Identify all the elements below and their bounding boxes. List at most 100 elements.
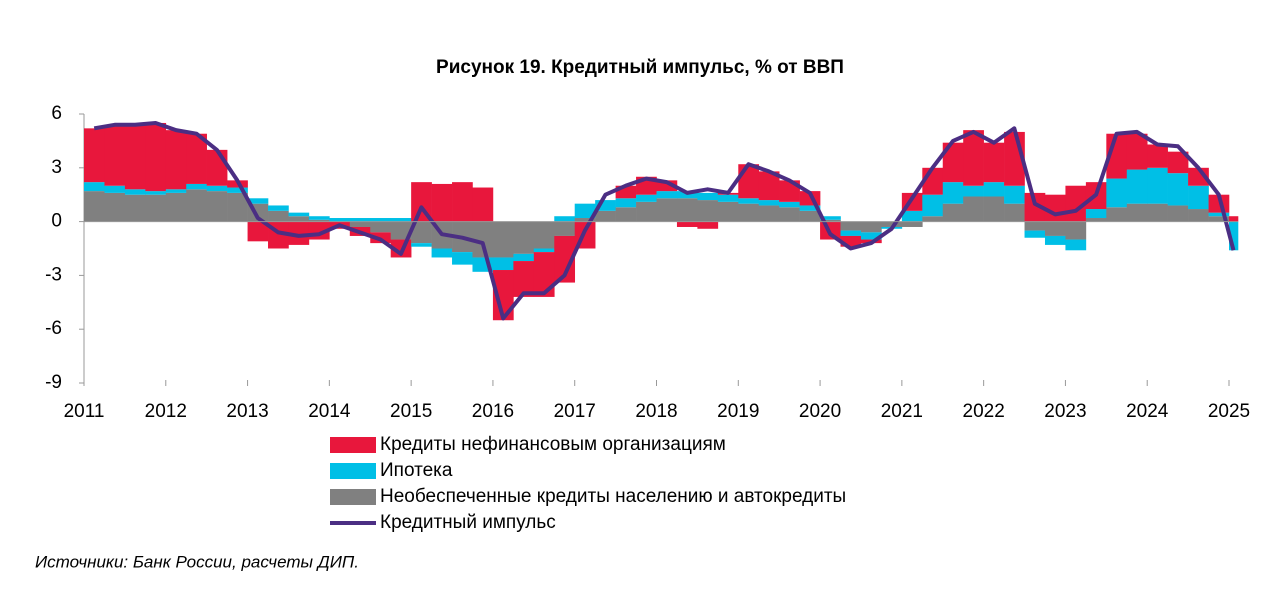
y-tick-label: 3 [51,157,62,178]
y-tick-label: -9 [45,372,62,393]
bar-segment [165,192,187,222]
bar-segment [431,183,453,222]
bar-segment [1147,203,1168,222]
bar-segment [186,183,207,190]
bar-segment [615,198,637,208]
bar-segment [349,218,371,222]
bar-segment [1126,133,1148,170]
bar-segment [860,221,882,233]
bar-segment [268,205,289,211]
bar-segment [145,122,167,192]
bar-segment [492,257,514,271]
bar-segment [697,192,719,201]
bar-segment [840,230,862,236]
bar-segment [411,221,432,244]
bar-segment [1065,239,1087,251]
bar-segment [738,203,760,222]
bar-segment [963,185,984,197]
bar-segment [227,187,248,193]
bar-segment [390,221,412,240]
bar-segment [308,216,330,220]
bar-segment [186,189,207,222]
x-tick-label: 2023 [1044,401,1086,422]
bar-segment [942,182,964,204]
bar-segment [636,194,657,202]
bar-segment [533,248,555,253]
bar-segment [533,221,555,249]
bar-segment [901,210,923,222]
bar-segment [124,194,146,222]
bar-segment [1126,203,1148,222]
bar-segment [1024,192,1046,222]
bar-segment [1188,209,1209,222]
bar-segment [922,216,944,222]
bar-segment [533,252,555,297]
bar-segment [206,149,228,186]
bar-segment [983,196,1005,222]
bar-segment [145,194,167,222]
bar-segment [983,142,1005,183]
bar-segment [247,198,269,204]
bar-segment [452,252,473,265]
bar-segment [145,191,167,195]
bar-segment [1004,203,1025,222]
bar-segment [676,221,698,227]
bar-segment [1167,205,1189,222]
bar-segment [554,221,576,236]
bar-segment [349,221,371,227]
bar-segment [1147,144,1168,168]
bar-segment [104,192,126,222]
x-tick-label: 2017 [554,401,596,422]
bar-segment [1208,212,1230,217]
bar-segment [860,232,882,240]
bar-segment [717,194,739,202]
y-tick-label: -6 [45,318,62,339]
legend-label: Ипотека [380,460,453,481]
bar-segment [676,198,698,222]
bar-segment [656,180,678,192]
bar-segment [942,203,964,222]
bar-segment [1229,221,1239,251]
bar-segment [656,198,678,222]
bar-segment [922,194,944,217]
bar-segment [942,142,964,183]
bar-segment [186,133,207,184]
x-tick-label: 2015 [390,401,432,422]
impulse-line [93,121,1236,321]
bar-segment [1147,167,1168,204]
bar-segment [84,191,105,222]
bar-segment [574,203,596,219]
bar-segment [1044,235,1066,245]
bar-segment [513,221,535,254]
x-tick-label: 2020 [799,401,841,422]
bar-segment [329,218,351,222]
bar-segment [84,182,105,192]
bar-segment [963,196,984,222]
bar-segment [104,185,126,193]
x-tick-label: 2021 [881,401,923,422]
bar-segment [411,243,432,247]
bar-segment [472,187,494,222]
bar-segment [799,205,821,211]
legend-label: Необеспеченные кредиты населению и авток… [380,486,846,507]
x-tick-label: 2011 [64,401,105,422]
bar-segment [758,205,780,222]
bar-segment [206,185,228,192]
bar-segment [636,201,657,222]
bar-segment [206,191,228,222]
bar-segment [124,189,146,195]
bar-segment [1229,216,1239,222]
bar-segment [820,219,841,222]
bar-segment [1188,185,1209,210]
bar-segment [1167,173,1189,206]
source-note: Источники: Банк России, расчеты ДИП. [35,552,359,571]
bar-segment [288,221,310,245]
bar-segment [1004,185,1025,204]
bar-segment [1024,230,1046,238]
bar-segment [370,221,391,233]
x-tick-label: 2019 [717,401,759,422]
bar-segment [554,216,576,222]
bar-segment [595,210,616,222]
bar-segment [840,235,862,247]
